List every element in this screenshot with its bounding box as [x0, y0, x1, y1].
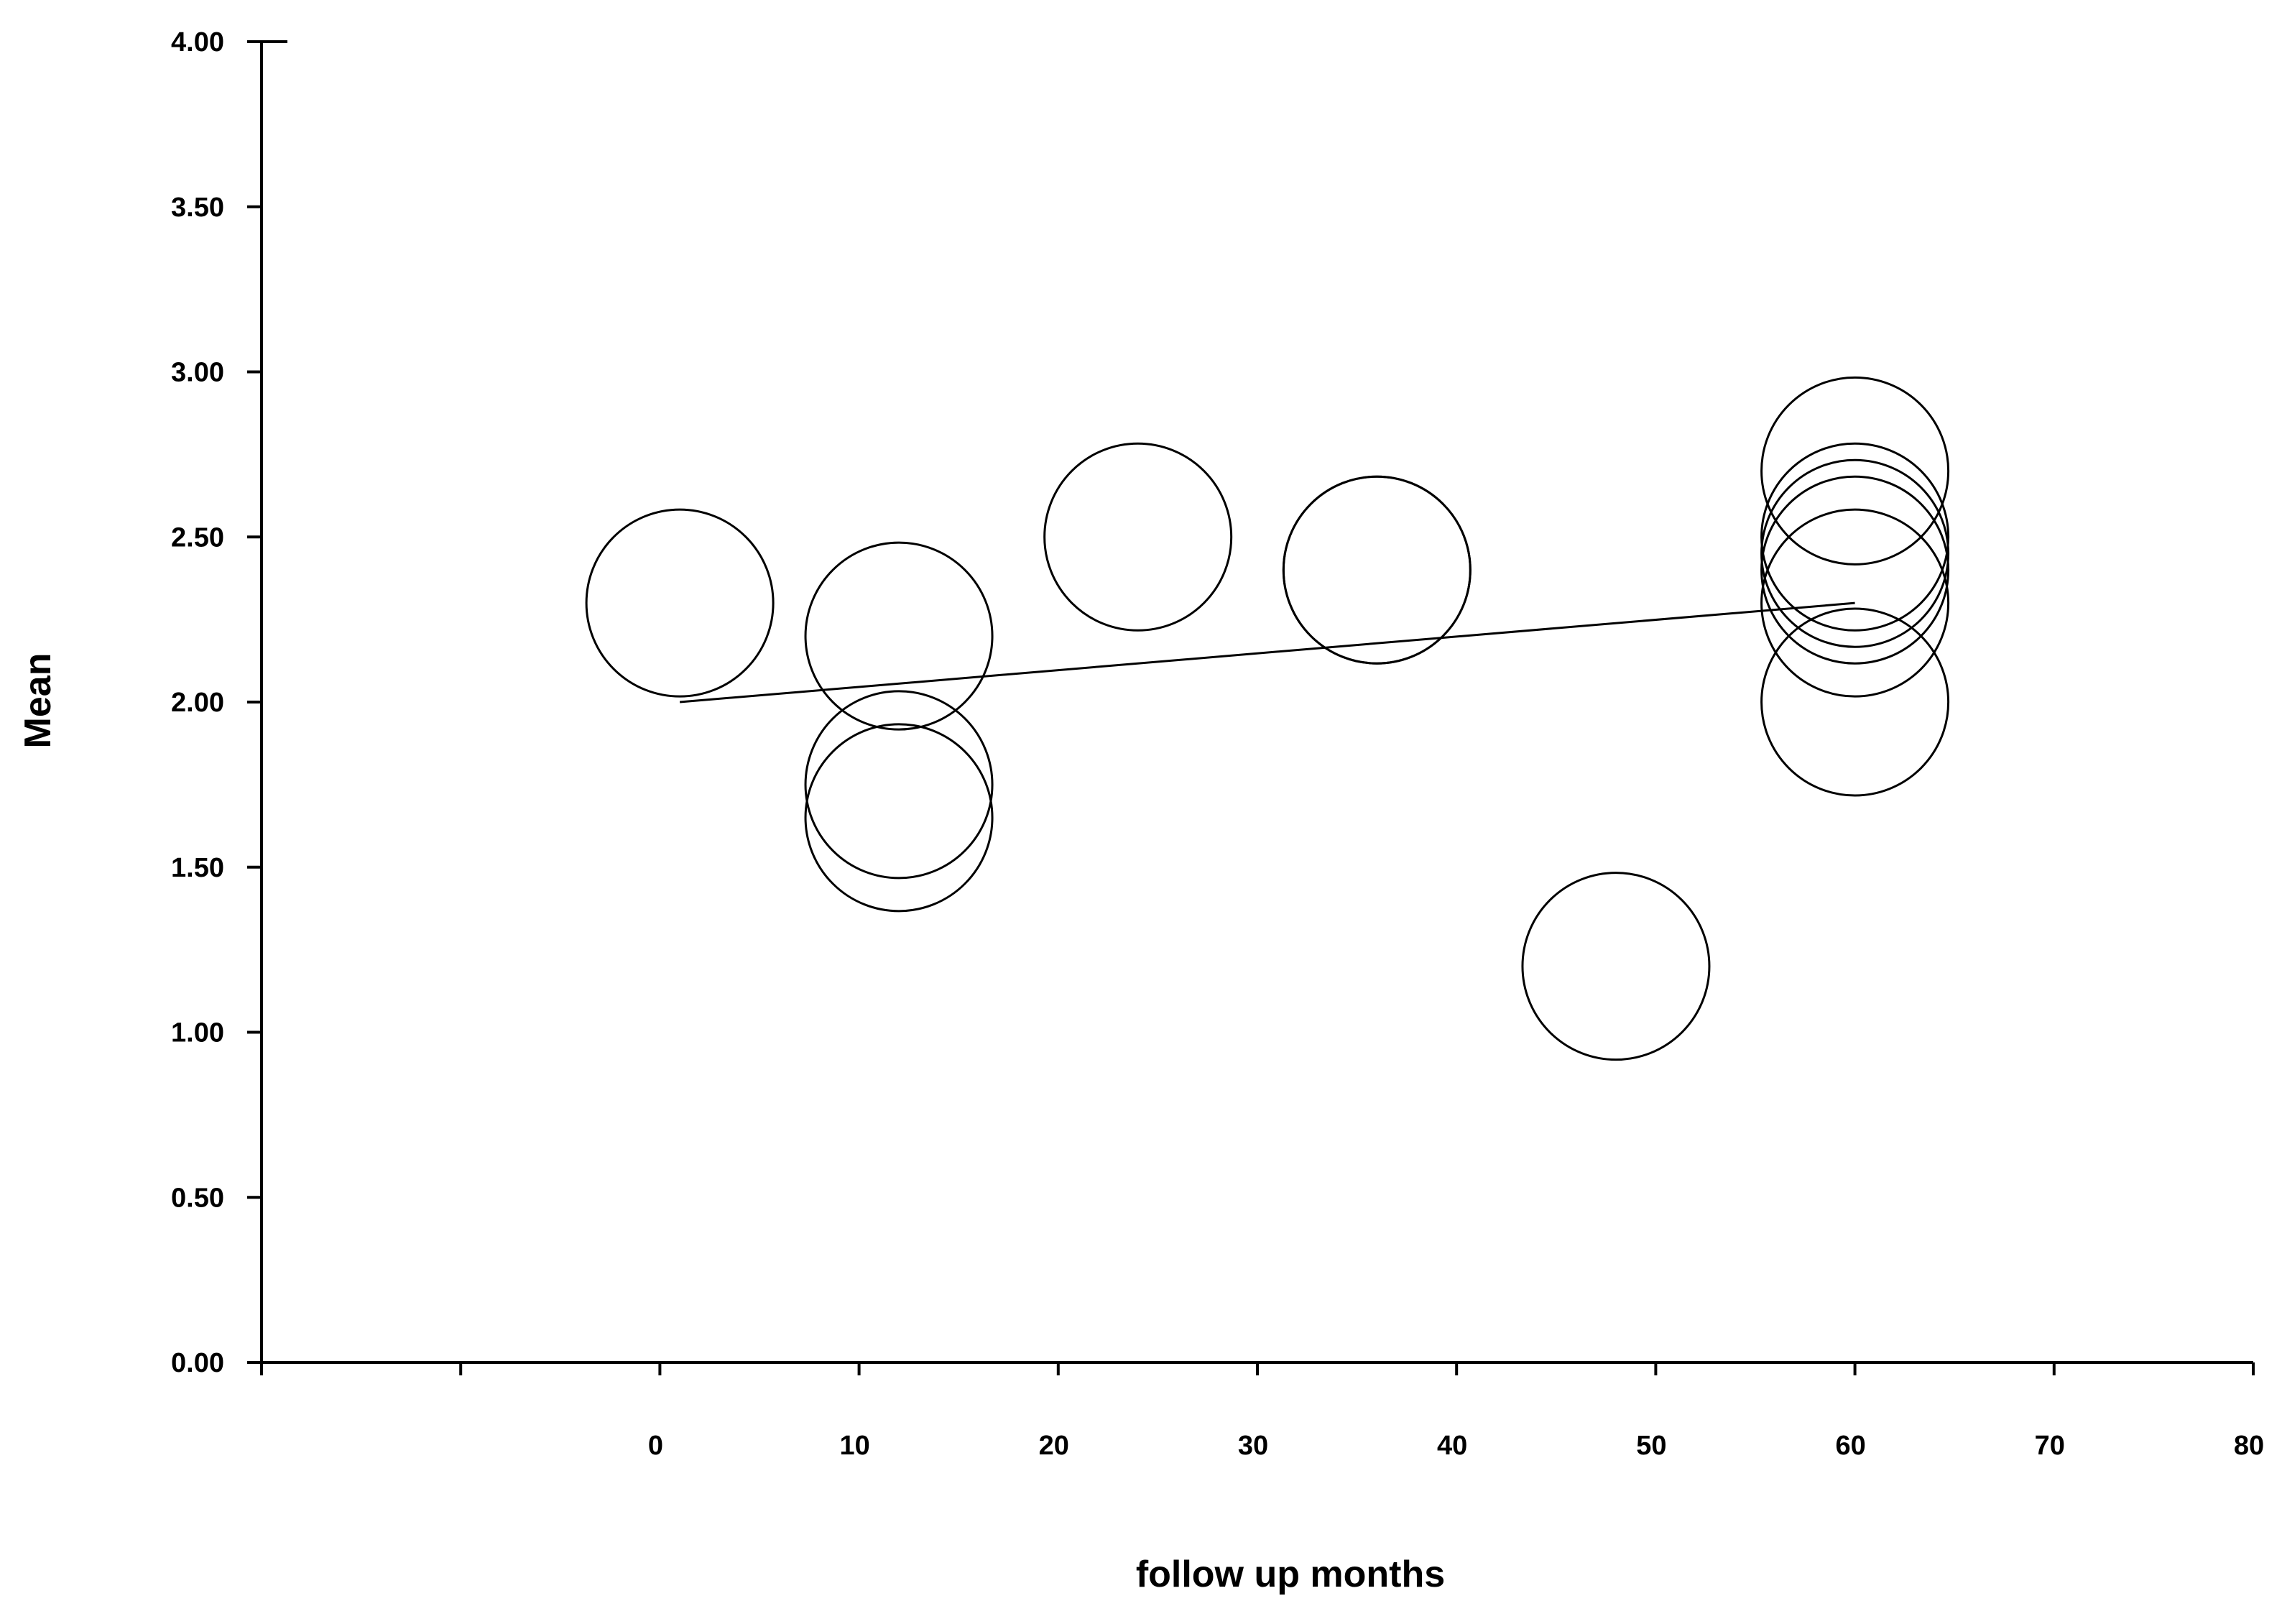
data-point: [804, 541, 994, 731]
y-axis-ticks: 0.00 0.50 1.00 1.50 2.00 2.50 3.00 3.50 4.00: [171, 27, 262, 1378]
trend-line: [679, 601, 1855, 703]
x-axis-ticks: 0 10 20 30 40 50 60 70 80: [260, 1362, 2264, 1461]
data-points: [585, 376, 1950, 1061]
data-point: [1282, 475, 1472, 665]
x-tick-label: 10: [839, 1431, 869, 1461]
x-tick-label: 80: [2234, 1431, 2264, 1461]
data-point: [585, 508, 775, 698]
x-tick-label: 0: [648, 1431, 663, 1461]
x-tick-label: 20: [1039, 1431, 1069, 1461]
axes: [260, 40, 2255, 1372]
data-point: [1760, 442, 1950, 632]
fit-line-group: [679, 601, 1855, 703]
data-point: [804, 690, 994, 880]
data-point: [1521, 872, 1711, 1061]
y-tick-label: 3.00: [171, 358, 224, 388]
y-tick-label: 1.50: [171, 853, 224, 883]
y-tick-label: 0.00: [171, 1348, 224, 1378]
y-axis-title: Mean: [17, 653, 59, 749]
x-tick-label: 70: [2035, 1431, 2065, 1461]
y-tick-label: 4.00: [171, 27, 224, 57]
y-tick-label: 1.00: [171, 1018, 224, 1048]
y-tick-label: 2.50: [171, 522, 224, 553]
data-point: [1760, 475, 1950, 665]
x-tick-label: 30: [1238, 1431, 1268, 1461]
x-tick-label: 60: [1835, 1431, 1865, 1461]
x-tick-label: 50: [1636, 1431, 1666, 1461]
y-tick-label: 0.50: [171, 1183, 224, 1213]
x-axis-title: follow up months: [1136, 1554, 1445, 1595]
data-point: [804, 723, 994, 913]
x-tick-label: 40: [1437, 1431, 1467, 1461]
data-point: [1043, 442, 1233, 632]
y-tick-label: 3.50: [171, 193, 224, 223]
data-point: [1760, 458, 1950, 648]
data-point: [1760, 508, 1950, 698]
y-tick-label: 2.00: [171, 688, 224, 718]
data-point: [1760, 607, 1950, 797]
data-point: [1760, 376, 1950, 566]
